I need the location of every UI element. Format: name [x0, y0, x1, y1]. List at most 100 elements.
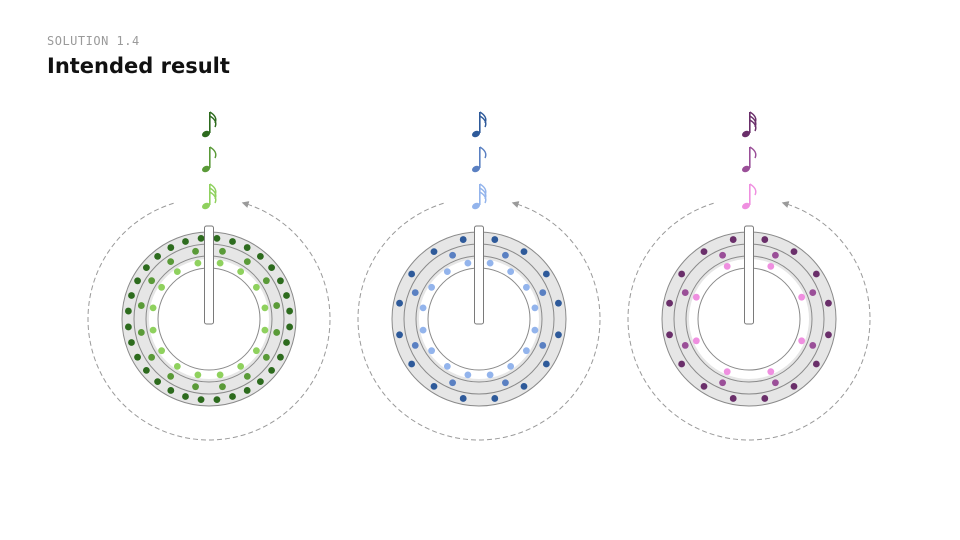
rotation-arrow — [87, 201, 331, 441]
playhead-handle[interactable] — [474, 225, 484, 325]
beat-dot-inner — [216, 259, 224, 267]
beat-dot-outer — [678, 270, 686, 278]
beat-dot-inner — [261, 326, 269, 334]
beat-dot-inner — [149, 326, 157, 334]
beat-dot-inner — [443, 362, 451, 370]
beat-dot-outer — [213, 396, 221, 404]
beat-dot-inner — [252, 347, 260, 355]
beat-dot-outer — [408, 270, 416, 278]
beat-dot-inner — [522, 347, 530, 355]
beat-dot-middle — [167, 258, 175, 266]
rhythm-wheel-blue — [357, 111, 601, 441]
beat-dot-outer — [555, 299, 562, 307]
beat-dot-inner — [798, 337, 806, 345]
playhead-handle[interactable] — [204, 225, 214, 325]
beat-dot-middle — [411, 342, 419, 349]
beat-dot-outer — [542, 270, 550, 278]
beat-dot-middle — [262, 277, 270, 285]
beat-dot-inner — [522, 283, 530, 291]
beat-dot-inner — [531, 304, 539, 312]
beat-dot-middle — [449, 379, 456, 387]
beat-dot-middle — [681, 289, 689, 296]
beat-dot-outer — [167, 387, 175, 394]
beat-dot-inner — [419, 304, 427, 312]
eighth-note-icon — [471, 146, 487, 173]
beat-dot-middle — [167, 372, 175, 380]
beat-dot-inner — [173, 268, 181, 276]
beat-dot-inner — [798, 293, 806, 301]
beat-dot-outer — [268, 366, 276, 374]
beat-dot-outer — [396, 299, 403, 307]
beat-dot-outer — [790, 382, 798, 390]
beat-dot-middle — [219, 383, 226, 391]
beat-dot-outer — [459, 395, 467, 402]
beat-dot-outer — [666, 299, 673, 307]
beat-dot-outer — [128, 292, 135, 299]
thirty-second-note-icon — [741, 111, 757, 138]
thirty-second-note-icon — [471, 183, 487, 210]
thirty-second-note-icon — [201, 183, 217, 210]
beat-dot-outer — [408, 360, 416, 368]
beat-dot-middle — [502, 251, 509, 259]
beat-dot-middle — [502, 379, 509, 387]
beat-dot-middle — [192, 247, 199, 255]
beat-dot-outer — [197, 396, 205, 404]
beat-dot-outer — [761, 395, 769, 402]
beat-dot-outer — [825, 299, 832, 307]
beat-dot-middle — [273, 302, 281, 309]
beat-dot-outer — [542, 360, 550, 368]
beat-dot-middle — [719, 251, 726, 259]
beat-dot-inner — [767, 368, 775, 376]
beat-dot-inner — [486, 371, 494, 379]
eighth-note-icon — [741, 183, 757, 210]
beat-dot-outer — [790, 248, 798, 256]
beat-dot-inner — [428, 347, 436, 355]
beat-dot-outer — [700, 382, 708, 390]
beat-dot-outer — [213, 234, 221, 242]
beat-dot-outer — [283, 339, 290, 346]
beat-dot-outer — [286, 307, 294, 315]
beat-dot-inner — [443, 268, 451, 276]
beat-dot-middle — [449, 251, 456, 259]
beat-dot-inner — [237, 362, 245, 370]
beat-dot-inner — [252, 283, 260, 291]
beat-dot-inner — [237, 268, 245, 276]
beat-dot-middle — [772, 379, 779, 387]
beat-dot-middle — [137, 302, 145, 309]
beat-dot-outer — [491, 236, 499, 243]
beat-dot-outer — [256, 378, 264, 386]
beat-dot-outer — [124, 323, 132, 331]
beat-dot-outer — [142, 366, 150, 374]
beat-dot-inner — [173, 362, 181, 370]
beat-dot-outer — [286, 323, 294, 331]
beat-dot-outer — [430, 248, 438, 256]
rhythm-wheel-green — [87, 111, 331, 441]
beat-dot-inner — [216, 371, 224, 379]
beat-dot-outer — [277, 353, 284, 361]
beat-dot-inner — [194, 259, 202, 267]
beat-dot-outer — [134, 277, 141, 285]
beat-dot-outer — [678, 360, 686, 368]
beat-dot-outer — [729, 395, 737, 402]
beat-dot-inner — [158, 347, 166, 355]
beat-dot-middle — [262, 353, 270, 361]
beat-dot-outer — [167, 244, 175, 251]
sixteenth-note-icon — [201, 111, 217, 138]
beat-dot-middle — [411, 289, 419, 296]
page-title: Intended result — [47, 54, 230, 78]
beat-dot-inner — [464, 259, 472, 267]
beat-dot-outer — [182, 393, 189, 400]
beat-dot-outer — [396, 331, 403, 339]
playhead-handle[interactable] — [744, 225, 754, 325]
beat-dot-middle — [772, 251, 779, 259]
solution-label: SOLUTION 1.4 — [47, 34, 140, 48]
beat-dot-inner — [194, 371, 202, 379]
sixteenth-note-icon — [471, 111, 487, 138]
beat-dot-inner — [464, 371, 472, 379]
beat-dot-middle — [539, 289, 547, 296]
beat-dot-outer — [283, 292, 290, 299]
beat-dot-middle — [148, 353, 156, 361]
beat-dot-outer — [256, 252, 264, 260]
beat-dot-outer — [182, 238, 189, 245]
